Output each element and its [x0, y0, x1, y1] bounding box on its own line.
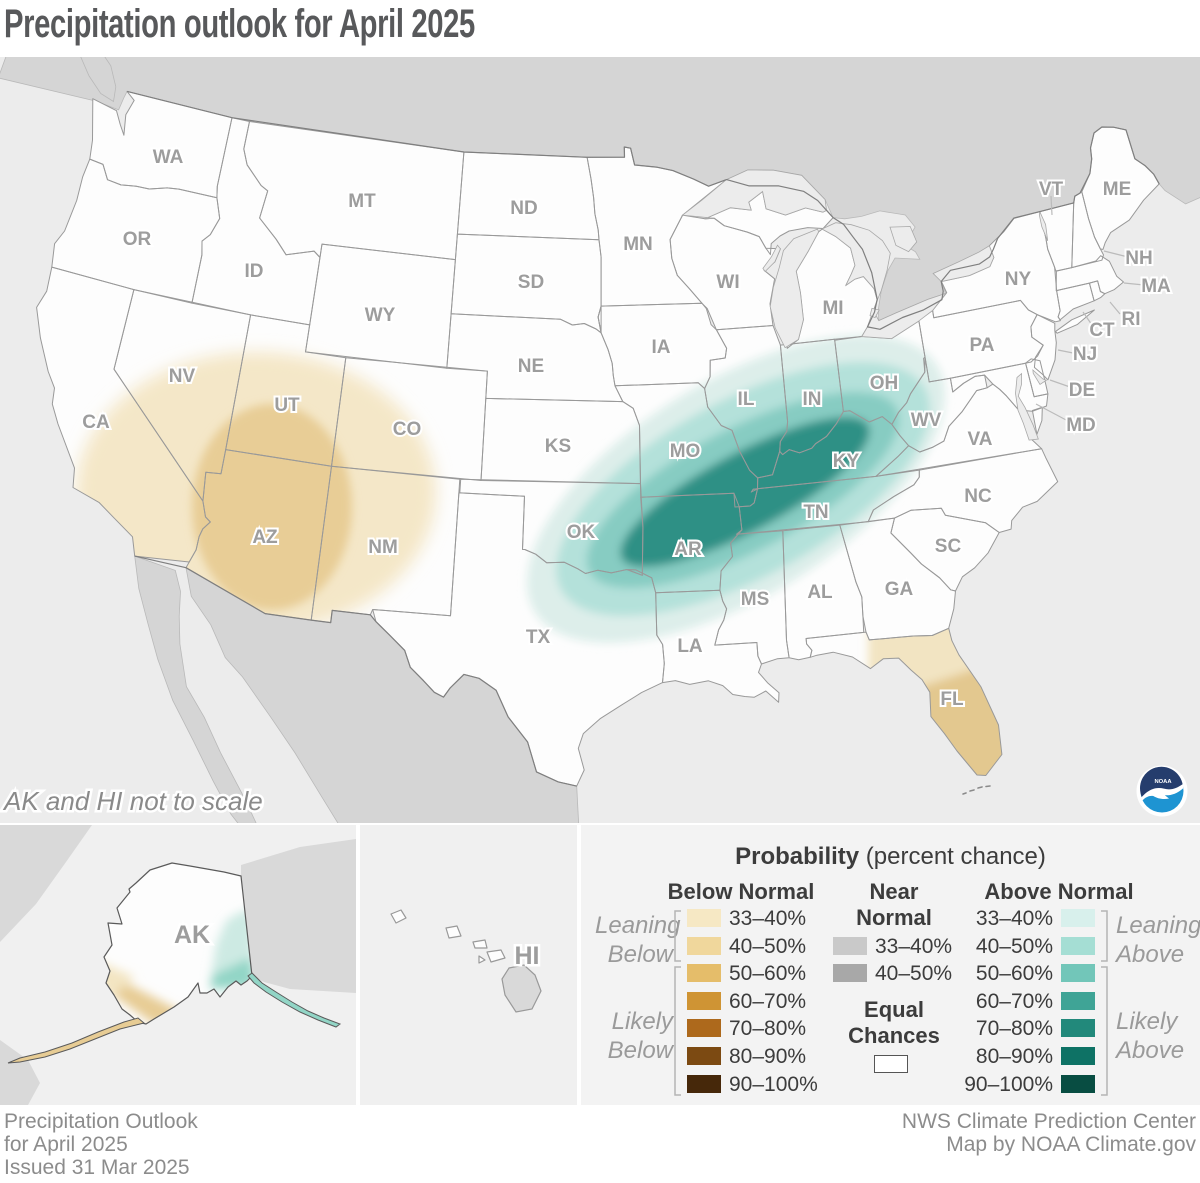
- svg-text:IA: IA: [652, 337, 671, 358]
- svg-text:FL: FL: [940, 689, 964, 710]
- svg-text:NY: NY: [1005, 269, 1032, 290]
- svg-text:AR: AR: [674, 539, 702, 560]
- svg-text:NH: NH: [1125, 248, 1152, 269]
- svg-text:ND: ND: [510, 198, 537, 219]
- svg-text:GA: GA: [885, 579, 914, 600]
- svg-text:MT: MT: [348, 191, 376, 212]
- svg-text:MA: MA: [1141, 276, 1171, 297]
- svg-text:OK: OK: [567, 522, 596, 543]
- svg-text:WV: WV: [911, 410, 942, 431]
- svg-text:WY: WY: [365, 305, 396, 326]
- svg-text:TX: TX: [526, 627, 551, 648]
- svg-text:ID: ID: [245, 261, 264, 282]
- svg-text:NE: NE: [518, 356, 544, 377]
- svg-text:UT: UT: [274, 395, 300, 416]
- svg-text:NJ: NJ: [1073, 344, 1097, 365]
- svg-text:WA: WA: [153, 147, 184, 168]
- svg-text:OR: OR: [123, 229, 152, 250]
- svg-text:AK: AK: [174, 921, 210, 949]
- svg-text:MD: MD: [1066, 415, 1096, 436]
- svg-text:MN: MN: [623, 234, 653, 255]
- svg-text:NV: NV: [169, 366, 196, 387]
- svg-text:OH: OH: [870, 373, 899, 394]
- svg-text:WI: WI: [716, 272, 739, 293]
- svg-text:TN: TN: [803, 502, 828, 523]
- svg-text:CO: CO: [393, 419, 422, 440]
- svg-text:AL: AL: [807, 582, 833, 603]
- svg-text:SC: SC: [935, 536, 962, 557]
- svg-text:ME: ME: [1103, 179, 1132, 200]
- svg-text:DE: DE: [1069, 380, 1095, 401]
- svg-text:IN: IN: [803, 389, 822, 410]
- svg-text:SD: SD: [518, 272, 544, 293]
- svg-text:CA: CA: [82, 412, 110, 433]
- svg-text:NC: NC: [964, 486, 992, 507]
- svg-text:HI: HI: [515, 942, 540, 970]
- svg-text:AZ: AZ: [252, 527, 278, 548]
- svg-text:VA: VA: [968, 429, 993, 450]
- svg-text:PA: PA: [970, 335, 995, 356]
- svg-text:IL: IL: [738, 389, 755, 410]
- svg-text:LA: LA: [677, 636, 703, 657]
- svg-text:KS: KS: [545, 436, 571, 457]
- svg-text:KY: KY: [833, 451, 860, 472]
- svg-text:MS: MS: [741, 589, 770, 610]
- svg-text:NOAA: NOAA: [1154, 779, 1172, 785]
- svg-text:VT: VT: [1039, 179, 1064, 200]
- svg-text:AK and HI not to scale: AK and HI not to scale: [2, 786, 263, 816]
- svg-text:MI: MI: [822, 298, 843, 319]
- svg-text:NM: NM: [368, 537, 398, 558]
- svg-text:MO: MO: [670, 441, 701, 462]
- svg-text:CT: CT: [1089, 320, 1115, 341]
- svg-text:RI: RI: [1122, 309, 1141, 330]
